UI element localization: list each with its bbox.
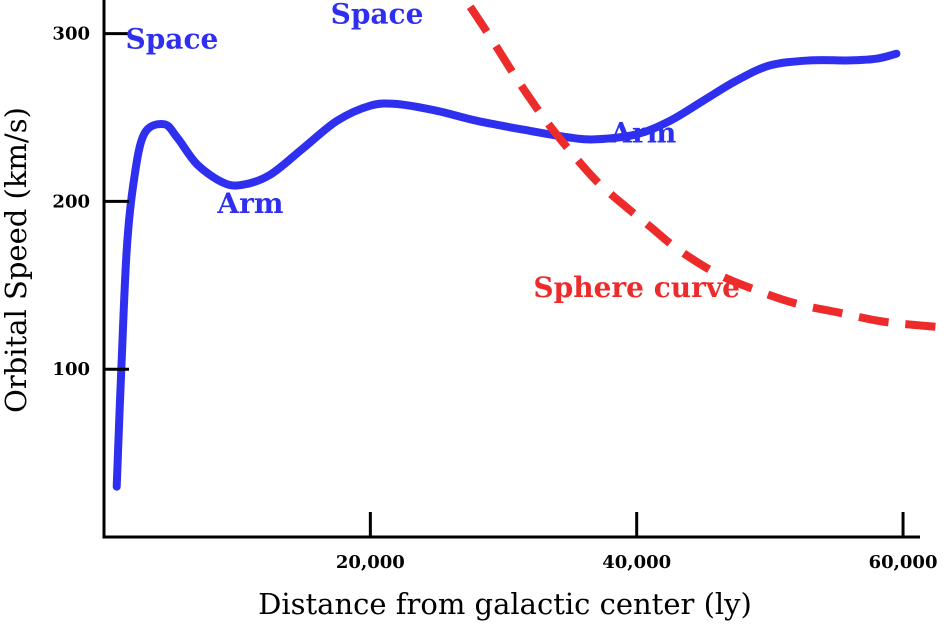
y-tick-label: 100 xyxy=(52,359,90,380)
y-axis-title: Orbital Speed (km/s) xyxy=(0,107,33,413)
axis-ticks: 100 200 300 20,000 40,000 60,000 xyxy=(52,24,937,573)
y-tick-label: 300 xyxy=(52,24,90,45)
observed-rotation-curve xyxy=(112,49,901,491)
x-tick-label: 40,000 xyxy=(602,552,671,573)
x-tick-label: 20,000 xyxy=(336,552,405,573)
annotation-label: Sphere curve xyxy=(533,271,740,304)
y-tick-label: 200 xyxy=(52,191,90,212)
annotations: SpaceArmSpaceArmSpaceSphere curve xyxy=(126,0,740,304)
annotation-label: Space xyxy=(331,0,424,30)
x-tick-label: 60,000 xyxy=(869,552,938,573)
annotation-label: Arm xyxy=(216,187,283,220)
annotation-label: Space xyxy=(126,23,219,56)
sphere-curve-line xyxy=(466,4,941,332)
x-axis-title: Distance from galactic center (ly) xyxy=(258,587,752,621)
annotation-label: Arm xyxy=(609,117,676,150)
plot-area xyxy=(112,4,941,491)
